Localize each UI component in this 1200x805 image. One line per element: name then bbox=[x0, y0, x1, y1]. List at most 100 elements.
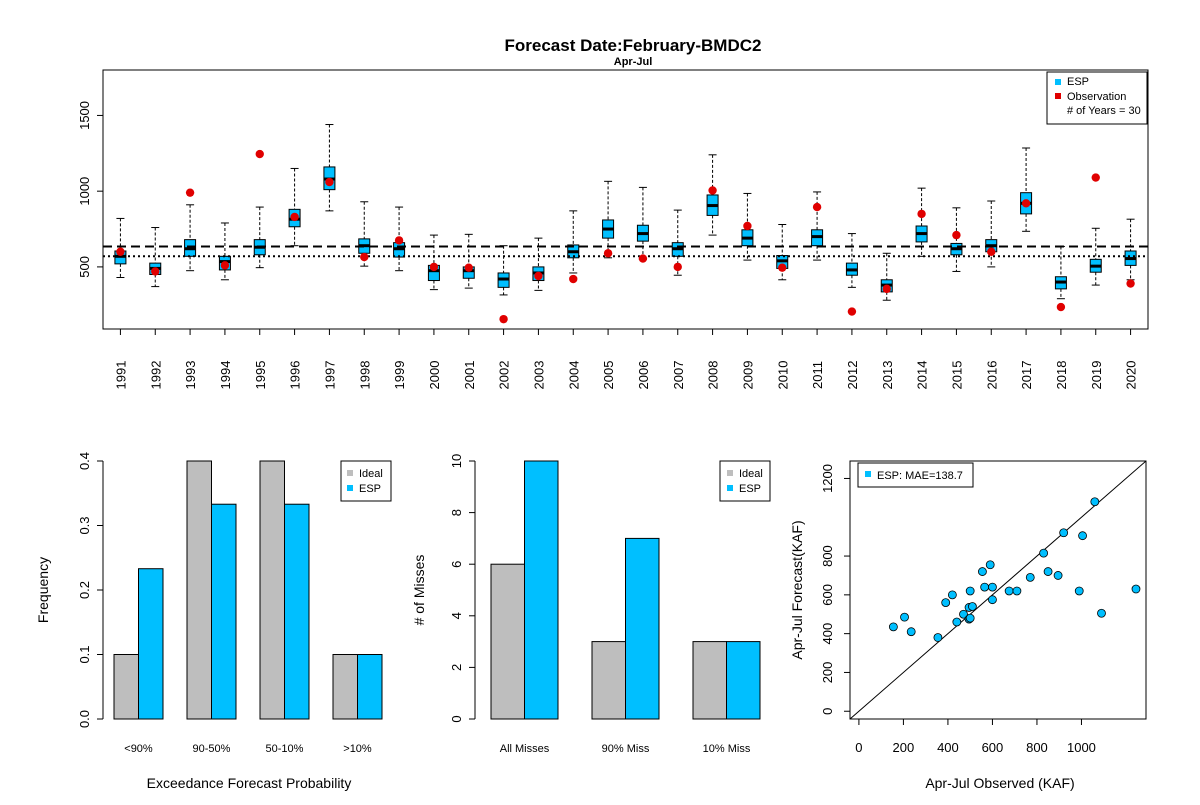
legend-esp-label: ESP bbox=[1067, 76, 1089, 88]
y-tick-label: 0.3 bbox=[77, 516, 92, 534]
category-label: All Misses bbox=[500, 743, 550, 755]
frequency-categories: <90% 90-50% 50-10% >10% bbox=[124, 743, 372, 755]
observation-2006 bbox=[638, 254, 648, 263]
scatter-point-27 bbox=[1090, 497, 1100, 507]
observation-2020 bbox=[1126, 279, 1135, 288]
y-tick-label: 4 bbox=[449, 612, 464, 619]
year-label: 2005 bbox=[601, 361, 616, 390]
scatter-panel: 0 200 400 600 800 1000 0 200 400 600 800 1200 Apr-J… bbox=[789, 460, 1147, 791]
scatter-point-5 bbox=[947, 590, 957, 600]
scatter-point-1 bbox=[900, 612, 909, 622]
year-label: 2000 bbox=[427, 361, 442, 390]
observation-2001 bbox=[464, 263, 473, 272]
bar-esp-1 bbox=[211, 503, 237, 720]
x-tick-label: 1000 bbox=[1067, 740, 1096, 755]
category-label: 90% Miss bbox=[602, 743, 650, 755]
observation-2010 bbox=[778, 263, 787, 272]
category-label: 90-50% bbox=[193, 743, 231, 755]
scatter-point-28 bbox=[1097, 608, 1106, 618]
year-label: 2013 bbox=[880, 361, 895, 390]
misses-legend-box bbox=[719, 460, 771, 502]
misses-categories: All Misses 90% Miss 10% Miss bbox=[500, 743, 751, 755]
box-2015 bbox=[950, 207, 963, 272]
bar-ideal-2 bbox=[692, 641, 727, 720]
x-tick-label: 800 bbox=[1026, 740, 1048, 755]
y-tick-label: 0.0 bbox=[77, 710, 92, 728]
legend-ideal-label: Ideal bbox=[359, 468, 383, 480]
scatter-point-2 bbox=[906, 627, 916, 637]
observation-points bbox=[116, 149, 1135, 324]
box-2013 bbox=[880, 252, 893, 301]
observation-2013 bbox=[882, 284, 891, 294]
bar-ideal-3 bbox=[332, 654, 358, 720]
scatter-point-6 bbox=[952, 617, 962, 627]
y-tick-label: 10 bbox=[449, 454, 464, 468]
year-label: 1993 bbox=[183, 361, 198, 390]
year-label: 2020 bbox=[1124, 361, 1139, 390]
category-label: 50-10% bbox=[266, 743, 304, 755]
year-label: 1994 bbox=[218, 361, 233, 390]
year-label: 2006 bbox=[636, 361, 651, 390]
one-to-one-line bbox=[849, 460, 1147, 720]
observation-2007 bbox=[673, 262, 682, 272]
scatter-point-20 bbox=[1025, 572, 1035, 582]
observation-2002 bbox=[499, 314, 508, 324]
legend-ideal-swatch bbox=[727, 470, 733, 476]
scatter-point-21 bbox=[1039, 548, 1049, 558]
year-label: 2010 bbox=[775, 361, 790, 390]
boxplot-legend: ESP Observation # of Years = 30 bbox=[1046, 71, 1148, 125]
y-tick-label: 0 bbox=[449, 715, 464, 722]
year-label: 2011 bbox=[810, 361, 825, 389]
category-label: >10% bbox=[343, 743, 372, 755]
box-2011 bbox=[811, 191, 824, 261]
year-label: 2018 bbox=[1054, 361, 1069, 390]
observation-1991 bbox=[116, 247, 125, 256]
scatter-points bbox=[888, 497, 1141, 642]
observation-1994 bbox=[220, 261, 230, 270]
box-2006 bbox=[636, 186, 649, 260]
scatter-legend: ESP: MAE=138.7 bbox=[857, 462, 974, 488]
observation-2000 bbox=[429, 262, 439, 272]
year-label: 2001 bbox=[462, 361, 477, 390]
category-label: 10% Miss bbox=[703, 743, 751, 755]
box-1994 bbox=[218, 222, 231, 281]
box-2002 bbox=[497, 245, 510, 296]
box-2007 bbox=[671, 209, 684, 276]
boxplot-x-axis: 1991 1992 1993 1994 1995 1996 1997 1998 1999 2000… bbox=[113, 329, 1139, 390]
scatter-point-13 bbox=[978, 567, 987, 576]
observation-2005 bbox=[603, 249, 613, 258]
bar-esp-3 bbox=[357, 654, 383, 720]
figure-subtitle: Apr-Jul bbox=[614, 56, 653, 68]
year-label: 1995 bbox=[253, 361, 268, 390]
boxplot-panel: 500 1000 1500 1991 1992 1993 1994 1995 1996 1997… bbox=[77, 69, 1149, 390]
box-2004 bbox=[567, 210, 580, 274]
x-tick-label: 400 bbox=[937, 740, 959, 755]
year-label: 2014 bbox=[915, 361, 930, 390]
legend-esp-swatch bbox=[727, 485, 733, 491]
bar-ideal-2 bbox=[259, 460, 285, 720]
observation-1997 bbox=[325, 177, 334, 187]
year-label: 2017 bbox=[1019, 361, 1034, 390]
misses-legend: Ideal ESP bbox=[719, 460, 771, 502]
y-tick-label: 0.4 bbox=[77, 452, 92, 470]
legend-observation-label: Observation bbox=[1067, 91, 1126, 103]
x-tick-label: 600 bbox=[982, 740, 1004, 755]
box-2000 bbox=[427, 234, 440, 291]
scatter-point-3 bbox=[933, 633, 943, 642]
observation-1999 bbox=[394, 236, 404, 245]
legend-esp-swatch bbox=[865, 471, 871, 477]
boxplot-y-axis: 500 1000 1500 bbox=[77, 101, 103, 278]
year-label: 2003 bbox=[531, 361, 546, 390]
boxplot-legend-box bbox=[1046, 71, 1148, 125]
box-1995 bbox=[253, 206, 266, 269]
observation-2004 bbox=[569, 274, 578, 284]
bar-esp-0 bbox=[524, 460, 559, 720]
box-2014 bbox=[915, 187, 928, 257]
legend-years-note: # of Years = 30 bbox=[1067, 105, 1141, 117]
scatter-point-12 bbox=[968, 602, 977, 611]
legend-observation-swatch bbox=[1055, 93, 1061, 99]
category-label: <90% bbox=[124, 743, 153, 755]
figure-title: Forecast Date:February-BMDC2 bbox=[505, 36, 762, 55]
y-tick-label: 6 bbox=[449, 561, 464, 568]
y-tick-label: 200 bbox=[820, 662, 835, 684]
